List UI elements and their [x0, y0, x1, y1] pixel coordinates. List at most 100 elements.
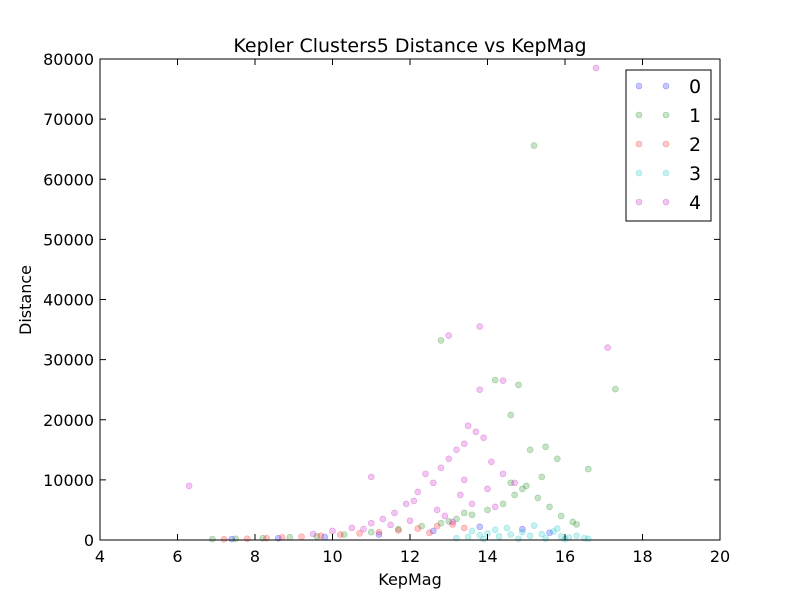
series-1-point-26: [507, 411, 515, 419]
series-1-point-31: [491, 376, 499, 384]
plot-points: [185, 64, 619, 543]
series-3-point-22: [553, 525, 561, 532]
series-1-point-18: [557, 512, 565, 520]
legend-marker-0: [662, 82, 670, 90]
series-3-point-23: [584, 535, 592, 543]
series-1-point-21: [507, 479, 515, 487]
x-tick-label: 6: [172, 547, 182, 566]
series-4-point-8: [402, 500, 410, 508]
series-1-point-16: [534, 494, 542, 502]
legend-box: [625, 69, 712, 222]
legend-label-2: 2: [689, 134, 701, 156]
legend-label-3: 3: [689, 163, 701, 185]
series-4-point-1: [309, 530, 317, 538]
series-4-point-27: [604, 344, 611, 351]
series-4-point-36: [360, 525, 367, 533]
series-1-point-17: [546, 503, 553, 511]
series-4-point-12: [437, 464, 445, 472]
series-4-point-13: [445, 455, 453, 463]
series-4-point-15: [460, 440, 468, 448]
series-4-point-32: [441, 512, 449, 520]
series-1-point-12: [484, 506, 491, 514]
series-4-point-6: [379, 515, 387, 523]
series-0-point-3: [375, 531, 383, 538]
series-3-point-8: [538, 530, 546, 538]
x-tick-label: 16: [555, 547, 575, 566]
y-tick-label: 50000: [43, 230, 94, 249]
x-tick-label: 8: [250, 547, 260, 566]
series-2-point-6: [336, 531, 344, 538]
series-1-point-33: [445, 518, 453, 525]
series-4-point-22: [445, 332, 453, 339]
series-4-point-17: [472, 428, 480, 436]
series-4-point-34: [484, 485, 491, 493]
y-tick-label: 40000: [43, 291, 94, 310]
series-1-point-13: [499, 500, 507, 508]
series-2-point-10: [414, 525, 422, 532]
series-3-point-11: [565, 534, 573, 541]
series-1-point-1: [232, 535, 239, 543]
series-3-point-10: [557, 533, 565, 540]
series-1-point-20: [573, 521, 580, 528]
series-0-point-5: [476, 523, 484, 531]
chart-title: Kepler Clusters5 Distance vs KepMag: [233, 35, 586, 57]
series-1-point-5: [340, 531, 348, 538]
series-1-point-27: [515, 381, 522, 389]
series-3-point-18: [542, 535, 549, 542]
series-4-point-14: [453, 446, 460, 454]
x-tick-label: 20: [710, 547, 730, 566]
series-3-point-2: [476, 531, 484, 539]
series-3-point-7: [526, 532, 534, 540]
x-tick-label: 10: [322, 547, 342, 566]
series-3-point-6: [519, 528, 526, 536]
series-1-point-24: [553, 455, 561, 463]
series-4-point-24: [476, 386, 484, 393]
series-2-point-0: [220, 535, 228, 543]
series-2-point-12: [449, 521, 456, 528]
series-4-point-3: [348, 524, 356, 532]
series-3-point-15: [530, 522, 538, 529]
y-tick-label: 30000: [43, 351, 94, 370]
y-axis-label: Distance: [16, 265, 35, 335]
series-4-point-21: [511, 479, 518, 487]
series-1-point-8: [418, 522, 425, 530]
x-axis-label: KepMag: [378, 570, 441, 589]
series-4-point-23: [476, 323, 484, 330]
series-1-point-19: [569, 518, 577, 526]
y-tick-label: 60000: [43, 170, 94, 189]
series-4-point-31: [468, 500, 476, 508]
series-4-point-28: [410, 497, 418, 505]
series-4-point-37: [387, 521, 394, 529]
series-4-point-5: [367, 473, 375, 481]
series-2-point-9: [395, 527, 402, 534]
series-1-point-29: [530, 142, 538, 149]
series-1-point-10: [453, 515, 460, 523]
series-4-point-35: [491, 503, 499, 511]
y-tick-label: 20000: [43, 411, 94, 430]
series-2-point-13: [460, 524, 468, 532]
series-4-point-29: [433, 506, 441, 514]
series-4-point-30: [457, 491, 464, 499]
series-3-point-5: [507, 531, 515, 538]
series-1-point-15: [522, 482, 530, 490]
series-4-point-26: [592, 64, 600, 72]
series-3-point-16: [468, 527, 476, 535]
series-4-point-16: [464, 422, 472, 430]
series-4-point-33: [449, 518, 456, 526]
series-4-point-10: [422, 470, 429, 478]
x-tick-label: 4: [95, 547, 105, 566]
x-tick-label: 18: [632, 547, 652, 566]
series-2-point-8: [375, 528, 383, 536]
legend-marker-2: [635, 140, 643, 148]
series-1-point-28: [437, 337, 445, 344]
series-3-point-9: [550, 528, 557, 535]
series-4-point-19: [488, 458, 495, 466]
series-1-point-34: [519, 485, 526, 493]
series-4-point-9: [414, 488, 422, 496]
series-0-point-0: [228, 535, 236, 543]
legend-marker-0: [635, 82, 643, 90]
series-2-point-11: [433, 522, 441, 530]
legend: 0 1 2 3 4: [625, 69, 712, 222]
series-4-point-25: [499, 377, 507, 384]
legend-marker-4: [662, 198, 670, 206]
